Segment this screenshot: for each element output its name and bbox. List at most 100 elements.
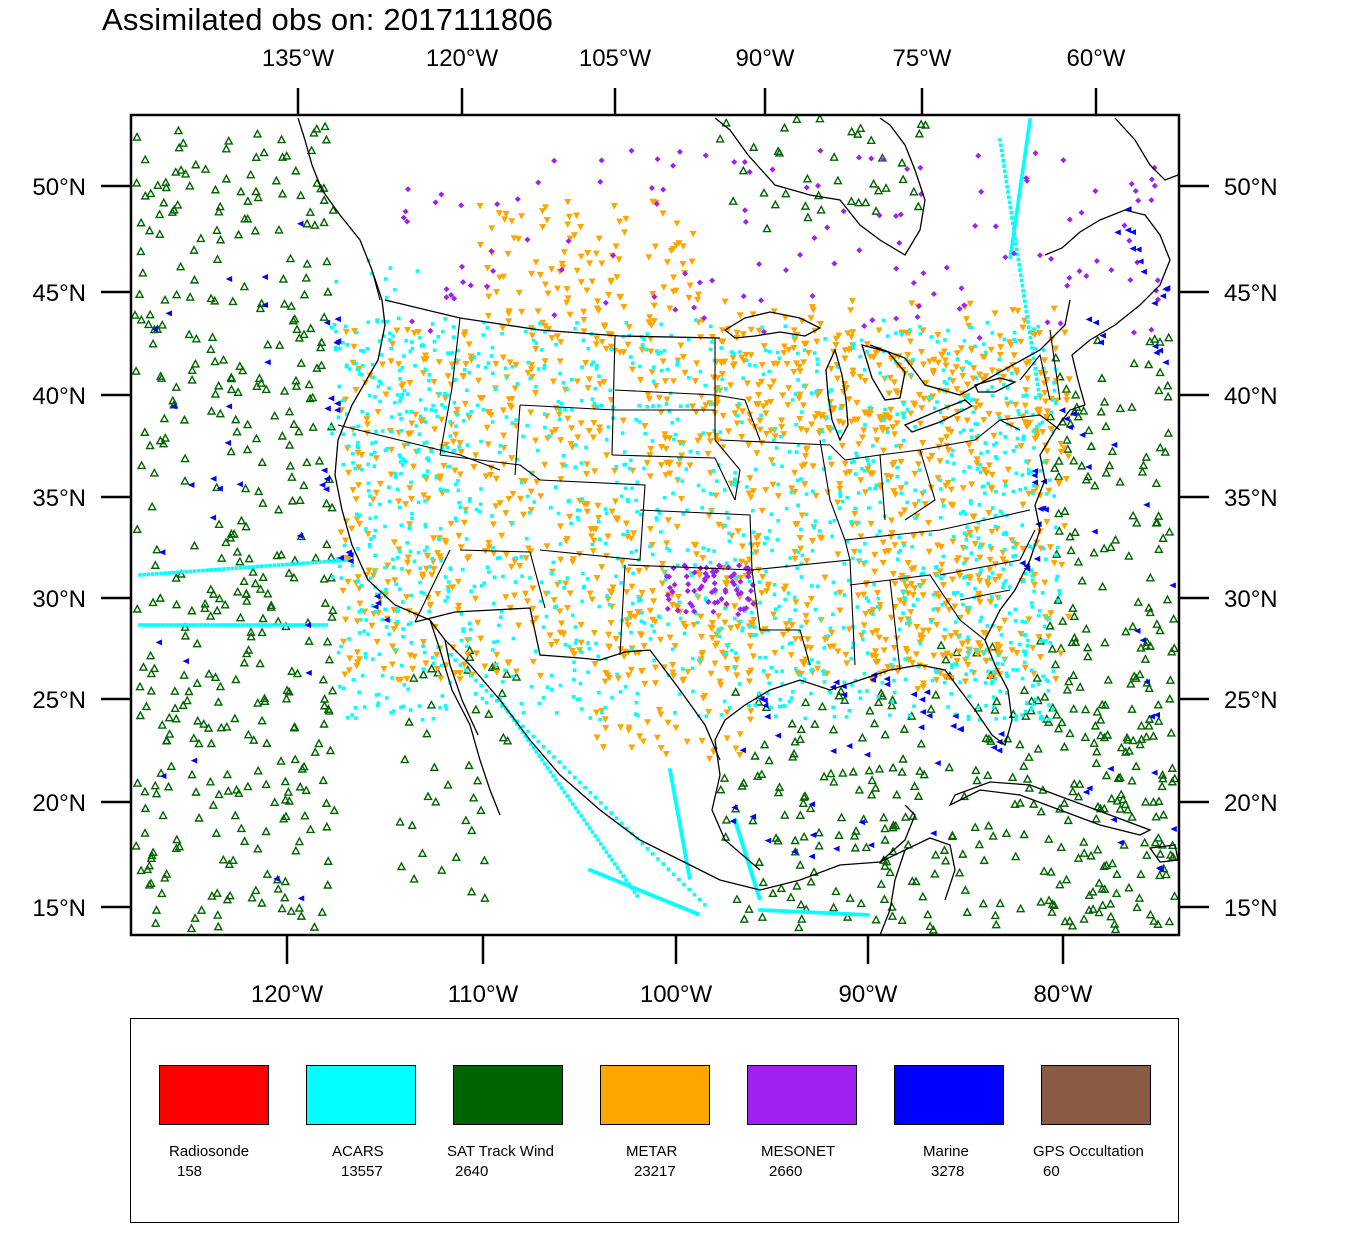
axis-ticks (101, 88, 1209, 964)
acars-marker (664, 577, 668, 582)
acars-marker (476, 364, 480, 368)
metar-marker (584, 384, 592, 392)
acars-marker (724, 561, 729, 566)
acars-marker (815, 369, 819, 374)
acars-marker (370, 657, 375, 661)
acars-marker (599, 842, 603, 846)
metar-marker (814, 665, 822, 673)
acars-marker (629, 886, 634, 890)
sat-track-wind-marker (1115, 804, 1125, 813)
acars-marker (675, 363, 679, 367)
acars-marker (774, 714, 778, 719)
metar-marker (584, 249, 592, 257)
acars-marker (675, 360, 680, 364)
acars-marker (1003, 483, 1008, 488)
sat-track-wind-marker (1129, 671, 1139, 680)
acars-marker (999, 143, 1003, 147)
metar-marker (562, 580, 570, 587)
acars-marker (218, 623, 222, 627)
metar-marker (770, 378, 778, 386)
sat-track-wind-marker (273, 883, 283, 893)
acars-marker (978, 463, 982, 467)
acars-marker (390, 676, 394, 680)
acars-marker (719, 346, 724, 350)
metar-marker (499, 354, 507, 362)
acars-marker (723, 606, 727, 611)
sat-track-wind-marker (404, 717, 414, 726)
sat-track-wind-marker (323, 880, 333, 889)
sat-track-wind-marker (1063, 444, 1073, 453)
acars-marker (1027, 126, 1031, 131)
marine-marker (261, 301, 269, 308)
acars-marker (665, 899, 669, 904)
acars-marker (966, 717, 971, 721)
acars-marker (674, 801, 678, 805)
acars-marker (691, 910, 696, 915)
acars-marker (813, 910, 817, 915)
us-canada-border (384, 299, 1071, 396)
acars-marker (858, 354, 863, 359)
acars-marker (484, 700, 489, 705)
sat-track-wind-marker (853, 129, 863, 138)
sat-track-wind-marker (232, 426, 242, 436)
sat-track-wind-marker (880, 823, 890, 833)
legend-swatch-sat-track-wind (453, 1065, 563, 1125)
acars-marker (993, 455, 998, 459)
acars-marker (944, 404, 949, 409)
acars-marker (494, 662, 499, 667)
sat-track-wind-marker (396, 861, 407, 871)
sat-track-wind-marker (263, 339, 273, 349)
sat-track-wind-marker (291, 845, 301, 855)
acars-marker (556, 399, 561, 404)
acars-marker (767, 681, 772, 686)
metar-marker (864, 466, 872, 473)
acars-marker (1003, 174, 1008, 179)
acars-marker (316, 623, 321, 627)
acars-marker (354, 716, 358, 720)
metar-marker (447, 520, 455, 528)
acars-marker (573, 775, 577, 780)
mesonet-marker (701, 577, 708, 584)
sat-track-wind-marker (1086, 850, 1096, 860)
metar-marker (845, 626, 853, 633)
metar-marker (860, 427, 868, 434)
mesonet-marker (824, 224, 831, 231)
sat-track-wind-marker (979, 855, 989, 865)
acars-marker (457, 445, 461, 449)
acars-marker (409, 409, 414, 414)
acars-marker (384, 587, 388, 592)
sat-track-wind-marker (1019, 685, 1030, 694)
sat-track-wind-marker (762, 223, 772, 233)
acars-marker (978, 619, 983, 623)
acars-marker (966, 635, 970, 640)
sat-track-wind-marker (1046, 866, 1056, 876)
acars-marker (574, 638, 579, 642)
metar-marker (834, 551, 842, 558)
sat-track-wind-marker (1141, 452, 1151, 461)
metar-marker (430, 566, 438, 573)
acars-marker (802, 910, 806, 914)
acars-marker (1037, 710, 1042, 715)
acars-marker (708, 324, 713, 329)
acars-marker (666, 622, 670, 627)
acars-marker (576, 517, 581, 522)
acars-marker (458, 663, 463, 667)
mesonet-marker (731, 159, 738, 166)
acars-marker (334, 279, 339, 284)
acars-marker (431, 661, 436, 666)
sat-track-wind-marker (1154, 716, 1164, 725)
acars-marker (161, 623, 165, 627)
acars-marker (1044, 492, 1049, 496)
metar-marker (557, 437, 565, 444)
sat-track-wind-marker (152, 544, 162, 554)
acars-marker (510, 521, 515, 526)
metar-marker (502, 210, 510, 218)
marine-marker (863, 751, 871, 758)
acars-marker (440, 694, 445, 698)
metar-marker (612, 636, 620, 643)
acars-marker (1019, 182, 1023, 187)
sat-track-wind-marker (297, 764, 307, 773)
acars-marker (852, 912, 857, 917)
sat-track-wind-marker (1067, 920, 1078, 930)
mesonet-marker (916, 302, 923, 309)
